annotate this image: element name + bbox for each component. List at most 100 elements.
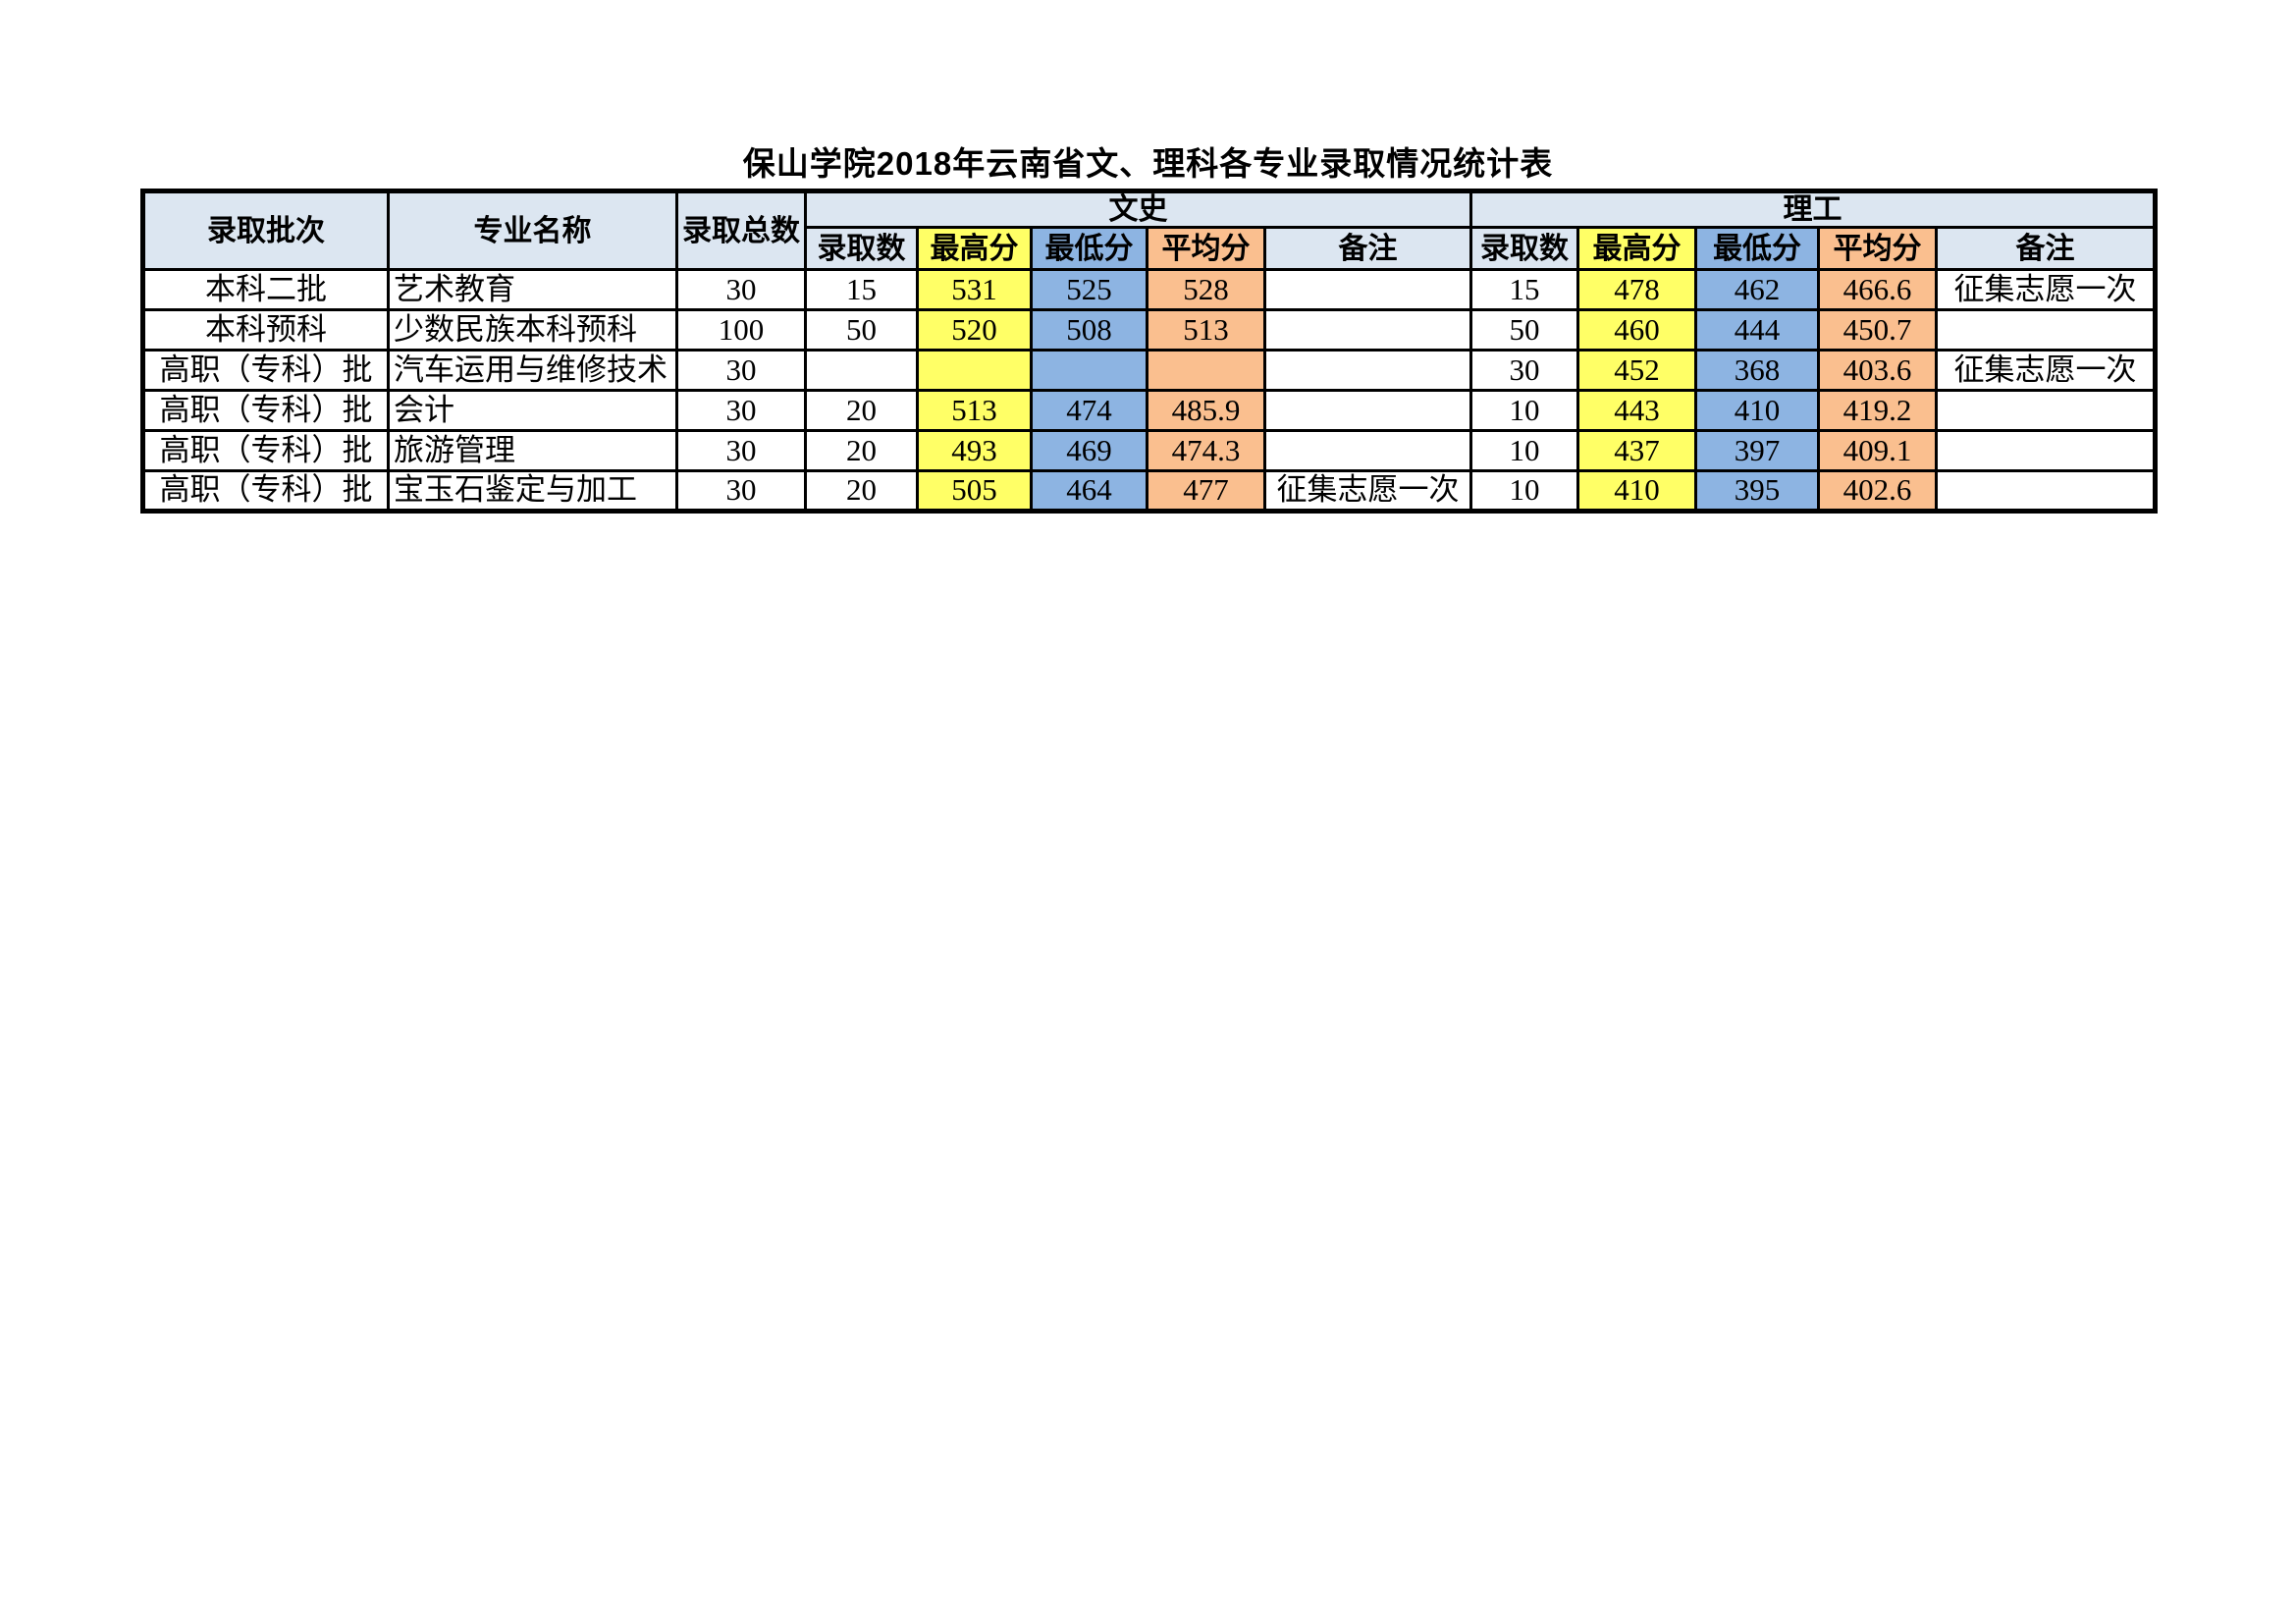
cell-ligong-note: 征集志愿一次	[1935, 349, 2157, 392]
cell-ligong-avg: 403.6	[1817, 349, 1938, 392]
header-ligong-sub-0: 录取数	[1469, 226, 1579, 271]
cell-wenshi-avg: 513	[1146, 308, 1266, 352]
cell-wenshi-max: 513	[916, 389, 1033, 432]
cell-ligong-min: 444	[1694, 308, 1820, 352]
cell-ligong-max: 443	[1576, 389, 1697, 432]
cell-ligong-max: 437	[1576, 429, 1697, 472]
header-wenshi-sub-4: 备注	[1263, 226, 1472, 271]
cell-wenshi-note	[1263, 429, 1472, 472]
cell-batch: 本科预科	[141, 308, 390, 352]
cell-ligong-note: 征集志愿一次	[1935, 268, 2157, 311]
cell-total: 30	[675, 429, 807, 472]
cell-wenshi-min: 474	[1030, 389, 1148, 432]
cell-batch: 高职（专科）批	[141, 429, 390, 472]
cell-ligong-count: 50	[1469, 308, 1579, 352]
cell-wenshi-avg	[1146, 349, 1266, 392]
header-ligong-sub-2: 最低分	[1694, 226, 1820, 271]
header-wenshi-sub-2: 最低分	[1030, 226, 1148, 271]
cell-total: 30	[675, 268, 807, 311]
cell-total: 30	[675, 349, 807, 392]
cell-major: 少数民族本科预科	[387, 308, 678, 352]
cell-ligong-avg: 409.1	[1817, 429, 1938, 472]
cell-wenshi-note	[1263, 349, 1472, 392]
cell-ligong-note	[1935, 389, 2157, 432]
cell-batch: 高职（专科）批	[141, 389, 390, 432]
cell-ligong-min: 462	[1694, 268, 1820, 311]
cell-wenshi-max	[916, 349, 1033, 392]
cell-wenshi-avg: 477	[1146, 469, 1266, 513]
cell-wenshi-note	[1263, 389, 1472, 432]
cell-wenshi-count: 20	[804, 429, 919, 472]
cell-wenshi-max: 505	[916, 469, 1033, 513]
cell-ligong-max: 452	[1576, 349, 1697, 392]
header-group-ligong: 理工	[1469, 189, 2157, 229]
cell-ligong-max: 478	[1576, 268, 1697, 311]
cell-wenshi-max: 520	[916, 308, 1033, 352]
cell-ligong-avg: 450.7	[1817, 308, 1938, 352]
cell-ligong-min: 410	[1694, 389, 1820, 432]
table-row: 高职（专科）批 汽车运用与维修技术 30 30 452 368 403.6 征集志愿一次	[141, 349, 2157, 392]
cell-ligong-count: 10	[1469, 469, 1579, 513]
cell-wenshi-avg: 485.9	[1146, 389, 1266, 432]
cell-ligong-min: 395	[1694, 469, 1820, 513]
table-row: 本科二批 艺术教育 30 15 531 525 528 15 478 462 466.6 征集志愿一次	[141, 268, 2157, 311]
cell-wenshi-min: 508	[1030, 308, 1148, 352]
admission-stats-table: 录取批次 专业名称 录取总数 文史 理工 录取数 最高分 最低分 平均分 备注 录取数 最高分 最低分平…	[140, 189, 2158, 514]
cell-wenshi-max: 493	[916, 429, 1033, 472]
cell-major: 会计	[387, 389, 678, 432]
header-major: 专业名称	[387, 189, 678, 271]
cell-ligong-max: 460	[1576, 308, 1697, 352]
page-title: 保山学院2018年云南省文、理科各专业录取情况统计表	[742, 145, 1554, 182]
cell-wenshi-min: 525	[1030, 268, 1148, 311]
cell-wenshi-note: 征集志愿一次	[1263, 469, 1472, 513]
cell-ligong-count: 10	[1469, 429, 1579, 472]
header-ligong-sub-3: 平均分	[1817, 226, 1938, 271]
cell-wenshi-min: 469	[1030, 429, 1148, 472]
cell-wenshi-count	[804, 349, 919, 392]
cell-ligong-avg: 466.6	[1817, 268, 1938, 311]
cell-total: 30	[675, 389, 807, 432]
cell-ligong-avg: 419.2	[1817, 389, 1938, 432]
header-ligong-sub-1: 最高分	[1576, 226, 1697, 271]
cell-wenshi-avg: 528	[1146, 268, 1266, 311]
cell-major: 汽车运用与维修技术	[387, 349, 678, 392]
cell-ligong-min: 397	[1694, 429, 1820, 472]
header-wenshi-sub-1: 最高分	[916, 226, 1033, 271]
cell-ligong-min: 368	[1694, 349, 1820, 392]
header-group-wenshi: 文史	[804, 189, 1472, 229]
cell-ligong-count: 15	[1469, 268, 1579, 311]
table-header: 录取批次 专业名称 录取总数 文史 理工 录取数 最高分 最低分 平均分 备注 录取数 最高分 最低分平…	[141, 189, 2157, 271]
cell-ligong-note	[1935, 308, 2157, 352]
table-row: 高职（专科）批 会计 30 20 513 474 485.9 10 443 410 419.2	[141, 389, 2157, 432]
table-row: 高职（专科）批 旅游管理 30 20 493 469 474.3 10 437 397 409.1	[141, 429, 2157, 472]
table-row: 本科预科 少数民族本科预科 100 50 520 508 513 50 460 444 450.7	[141, 308, 2157, 352]
cell-ligong-max: 410	[1576, 469, 1697, 513]
cell-major: 宝玉石鉴定与加工	[387, 469, 678, 513]
cell-total: 100	[675, 308, 807, 352]
table-body: 本科二批 艺术教育 30 15 531 525 528 15 478 462 466.6 征集志愿一次…	[141, 268, 2157, 513]
cell-wenshi-avg: 474.3	[1146, 429, 1266, 472]
cell-wenshi-min: 464	[1030, 469, 1148, 513]
cell-wenshi-max: 531	[916, 268, 1033, 311]
cell-wenshi-count: 15	[804, 268, 919, 311]
cell-wenshi-count: 20	[804, 469, 919, 513]
header-wenshi-sub-3: 平均分	[1146, 226, 1266, 271]
cell-wenshi-min	[1030, 349, 1148, 392]
cell-ligong-count: 10	[1469, 389, 1579, 432]
cell-batch: 高职（专科）批	[141, 469, 390, 513]
cell-major: 艺术教育	[387, 268, 678, 311]
cell-wenshi-count: 50	[804, 308, 919, 352]
cell-ligong-count: 30	[1469, 349, 1579, 392]
cell-wenshi-note	[1263, 308, 1472, 352]
cell-batch: 高职（专科）批	[141, 349, 390, 392]
cell-batch: 本科二批	[141, 268, 390, 311]
header-wenshi-sub-0: 录取数	[804, 226, 919, 271]
cell-ligong-avg: 402.6	[1817, 469, 1938, 513]
header-ligong-sub-4: 备注	[1935, 226, 2157, 271]
cell-wenshi-note	[1263, 268, 1472, 311]
cell-wenshi-count: 20	[804, 389, 919, 432]
cell-ligong-note	[1935, 469, 2157, 513]
cell-major: 旅游管理	[387, 429, 678, 472]
